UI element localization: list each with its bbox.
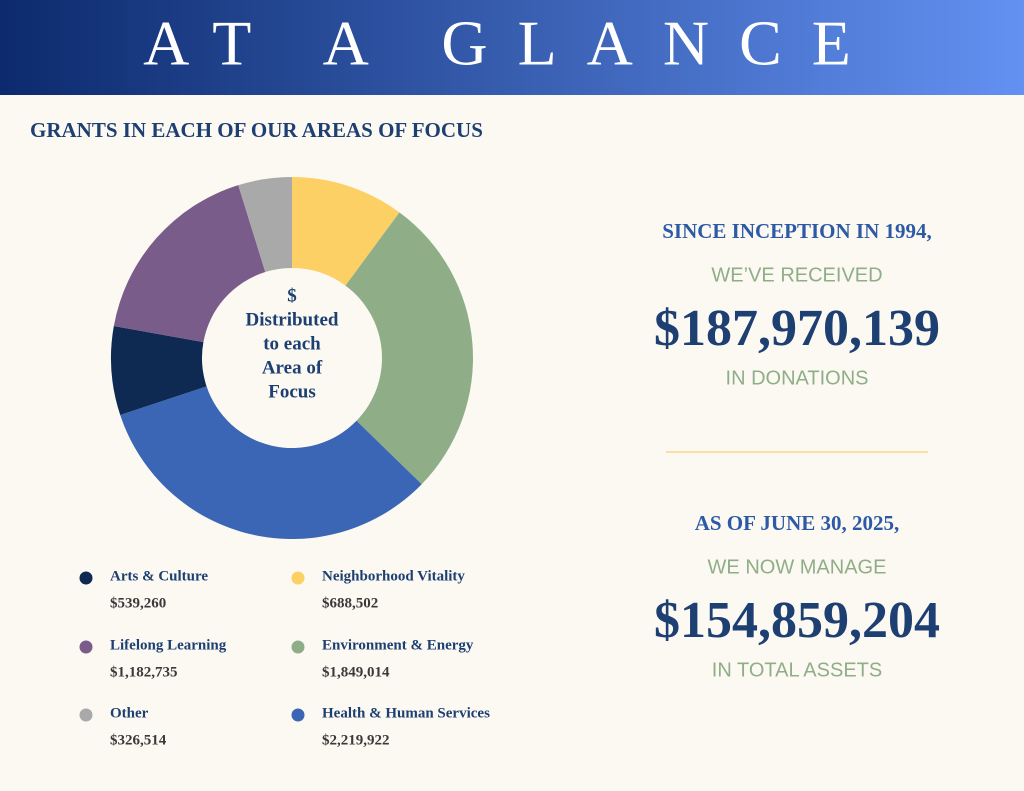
stat-pre: WE’VE RECEIVED bbox=[711, 264, 882, 286]
legend-label: Health & Human Services bbox=[322, 705, 490, 721]
header-band bbox=[0, 0, 1024, 95]
header-title: AT A GLANCE bbox=[143, 8, 881, 79]
legend-value: $326,514 bbox=[110, 732, 167, 748]
center-label: $ bbox=[287, 285, 297, 306]
pie-slice bbox=[113, 185, 266, 343]
legend-value: $688,502 bbox=[322, 595, 378, 611]
legend-label: Lifelong Learning bbox=[110, 637, 227, 653]
legend-value: $1,182,735 bbox=[110, 664, 178, 680]
legend-label: Neighborhood Vitality bbox=[322, 568, 465, 584]
legend-swatch bbox=[291, 640, 305, 654]
stat-post: IN TOTAL ASSETS bbox=[712, 659, 882, 681]
pie-slice bbox=[111, 326, 207, 415]
pie-slice bbox=[120, 386, 422, 539]
legend-swatch bbox=[79, 708, 93, 722]
legend-value: $539,260 bbox=[110, 595, 166, 611]
stat-pre: WE NOW MANAGE bbox=[708, 556, 887, 578]
legend-label: Environment & Energy bbox=[322, 637, 474, 653]
legend-value: $1,849,014 bbox=[322, 664, 390, 680]
center-label: Distributed bbox=[246, 309, 339, 330]
stat-post: IN DONATIONS bbox=[726, 367, 869, 389]
stat-lead: SINCE INCEPTION IN 1994, bbox=[662, 219, 932, 243]
center-label: Focus bbox=[268, 381, 316, 402]
legend-swatch bbox=[291, 708, 305, 722]
legend-swatch bbox=[79, 640, 93, 654]
legend-swatch bbox=[79, 571, 93, 585]
stat-amount: $187,970,139 bbox=[654, 300, 940, 357]
legend-label: Other bbox=[110, 705, 149, 721]
stat-lead: AS OF JUNE 30, 2025, bbox=[695, 511, 900, 535]
legend-value: $2,219,922 bbox=[322, 732, 390, 748]
center-label: to each bbox=[263, 333, 321, 354]
pie-slice bbox=[345, 212, 474, 485]
chart-title: GRANTS IN EACH OF OUR AREAS OF FOCUS bbox=[30, 118, 483, 142]
stat-amount: $154,859,204 bbox=[654, 592, 940, 649]
center-label: Area of bbox=[262, 357, 323, 378]
legend-label: Arts & Culture bbox=[110, 568, 208, 584]
pie-slice bbox=[292, 177, 400, 286]
pie-slice bbox=[238, 177, 292, 273]
legend-swatch bbox=[291, 571, 305, 585]
